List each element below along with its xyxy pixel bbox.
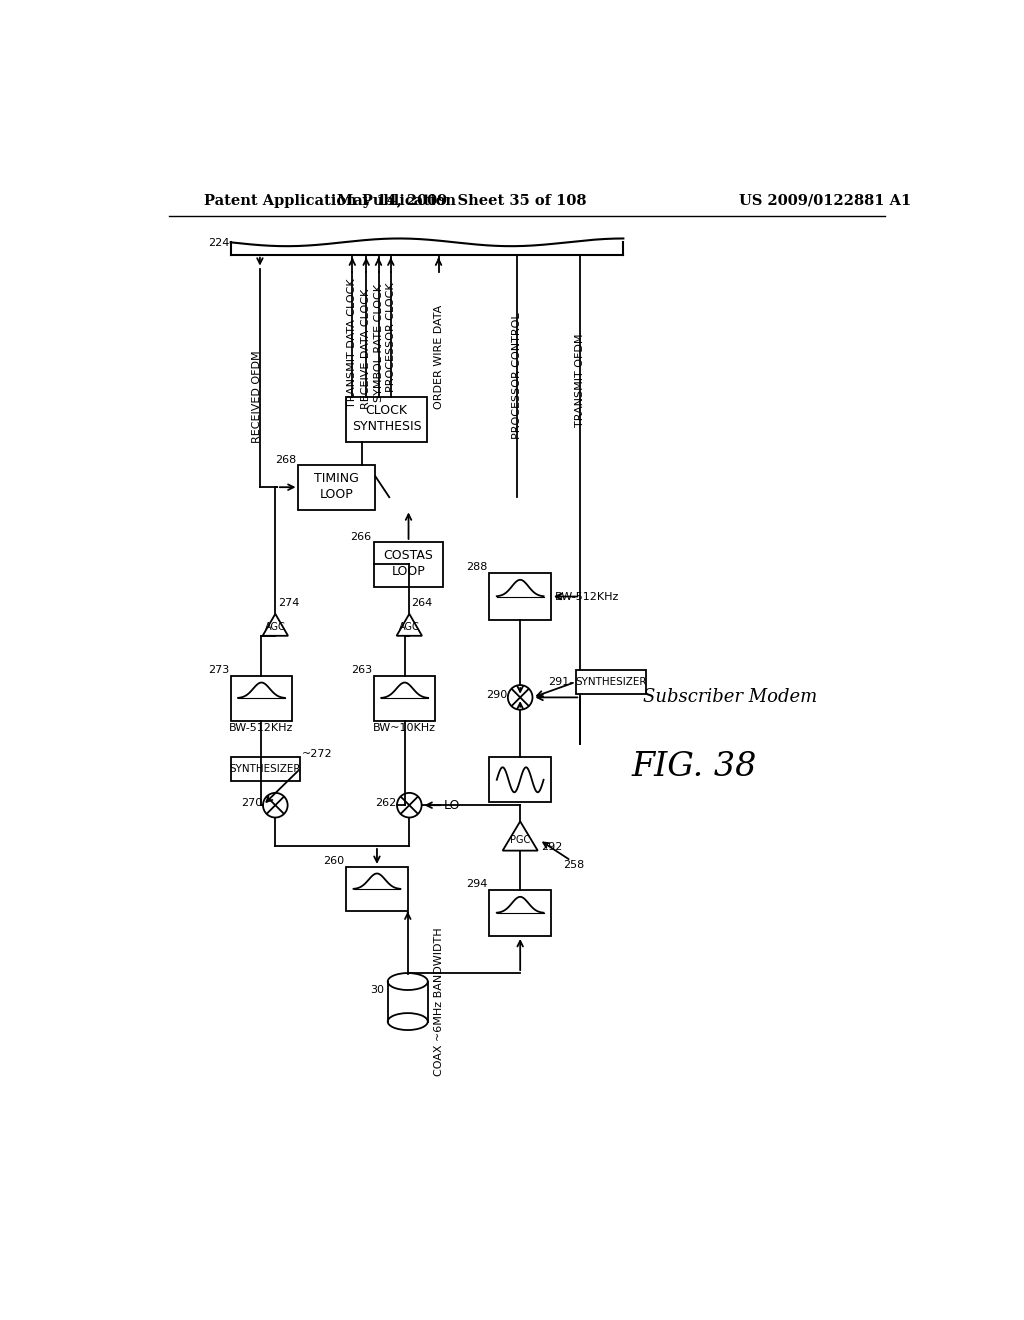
Bar (298, 465, 376, 510)
Text: BW-512KHz: BW-512KHz (229, 723, 294, 733)
Circle shape (263, 793, 288, 817)
Circle shape (508, 685, 532, 710)
Text: CLOCK: CLOCK (366, 404, 408, 417)
Text: SYNTHESIZER: SYNTHESIZER (229, 764, 301, 774)
Polygon shape (503, 821, 538, 850)
Text: 270: 270 (242, 797, 263, 808)
Bar (230, 676, 292, 721)
Circle shape (397, 793, 422, 817)
Text: 294: 294 (467, 879, 487, 888)
Text: 273: 273 (208, 665, 229, 675)
Text: PROCESSOR CONTROL: PROCESSOR CONTROL (512, 313, 522, 438)
Bar (489, 573, 551, 620)
Bar (575, 671, 646, 693)
Bar (374, 676, 435, 721)
Text: 292: 292 (541, 842, 562, 851)
Text: 264: 264 (412, 598, 433, 607)
Text: SYNTHESIS: SYNTHESIS (352, 420, 422, 433)
Text: 263: 263 (351, 665, 373, 675)
Text: 258: 258 (563, 861, 585, 870)
Text: COAX ~6MHz BANDWIDTH: COAX ~6MHz BANDWIDTH (434, 927, 444, 1076)
Text: 30: 30 (371, 985, 385, 995)
Text: May 14, 2009  Sheet 35 of 108: May 14, 2009 Sheet 35 of 108 (337, 194, 587, 207)
Text: RECEIVE DATA CLOCK: RECEIVE DATA CLOCK (361, 289, 371, 409)
Text: AGC: AGC (265, 622, 286, 632)
Text: 266: 266 (350, 532, 372, 543)
Text: SYMBOL RATE CLOCK: SYMBOL RATE CLOCK (374, 284, 384, 403)
Text: SYNTHESIZER: SYNTHESIZER (575, 677, 647, 686)
Text: Subscriber Modem: Subscriber Modem (643, 689, 817, 706)
Text: 291-: 291- (548, 677, 573, 686)
Text: TRANSMIT DATA CLOCK: TRANSMIT DATA CLOCK (347, 279, 357, 408)
Text: AGC: AGC (399, 622, 420, 632)
Text: TRANSMIT OFDM: TRANSMIT OFDM (575, 334, 586, 426)
Bar (346, 397, 427, 442)
Text: LOOP: LOOP (321, 487, 354, 500)
Bar (346, 867, 408, 911)
Text: 268: 268 (274, 455, 296, 465)
Text: 260: 260 (324, 855, 345, 866)
Text: 290: 290 (486, 690, 508, 700)
Text: COSTAS: COSTAS (384, 549, 433, 562)
Text: ~272: ~272 (302, 748, 333, 759)
Bar (489, 890, 551, 936)
Text: 224: 224 (208, 238, 229, 248)
Text: PGC: PGC (510, 834, 530, 845)
Bar (230, 758, 300, 780)
Text: LOOP: LOOP (391, 565, 425, 578)
Text: 262: 262 (376, 797, 397, 808)
Text: ORDER WIRE DATA: ORDER WIRE DATA (433, 305, 443, 409)
Bar (374, 543, 443, 586)
Text: 288: 288 (467, 561, 487, 572)
Polygon shape (262, 614, 288, 636)
Text: US 2009/0122881 A1: US 2009/0122881 A1 (739, 194, 911, 207)
Text: RECEIVED OFDM: RECEIVED OFDM (252, 351, 262, 444)
Text: 274: 274 (278, 598, 299, 607)
Text: BW-512KHz: BW-512KHz (555, 591, 620, 602)
Bar (489, 758, 551, 803)
Text: FIG. 38: FIG. 38 (631, 751, 757, 783)
Text: Patent Application Publication: Patent Application Publication (204, 194, 456, 207)
Text: TIMING: TIMING (314, 473, 359, 486)
Text: BW~10KHz: BW~10KHz (373, 723, 436, 733)
Text: PROCESSOR CLOCK: PROCESSOR CLOCK (386, 282, 396, 392)
Text: LO: LO (444, 799, 461, 812)
Polygon shape (396, 614, 422, 636)
